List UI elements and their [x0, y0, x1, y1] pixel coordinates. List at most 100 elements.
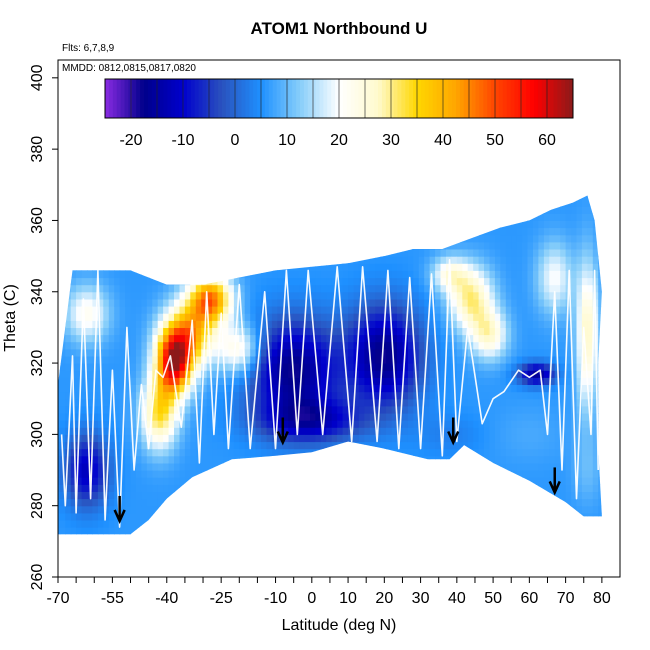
heatmap-cell [429, 405, 436, 414]
heatmap-cell [543, 227, 550, 236]
heatmap-cell [233, 527, 240, 535]
heatmap-cell [522, 413, 529, 421]
heatmap-cell [174, 455, 180, 464]
heatmap-cell [58, 477, 61, 485]
heatmap-cell [146, 298, 153, 307]
heatmap-cell [522, 384, 529, 393]
heatmap-cell [364, 206, 371, 214]
heatmap-cell [353, 256, 360, 264]
heatmap-cell [364, 498, 371, 507]
heatmap-cell [97, 520, 104, 528]
heatmap-cell [565, 249, 572, 257]
heatmap-cell [522, 391, 529, 400]
heatmap-cell [223, 434, 229, 443]
heatmap-cell [190, 249, 197, 257]
heatmap-cell [157, 413, 164, 421]
heatmap-cell [146, 505, 153, 514]
heatmap-cell [174, 427, 180, 435]
heatmap-cell [293, 320, 300, 328]
heatmap-cell [386, 241, 393, 250]
heatmap-cell [407, 277, 414, 286]
heatmap-cell [397, 195, 403, 200]
heatmap-cell [511, 185, 517, 193]
heatmap-cell [157, 249, 164, 257]
heatmap-cell [212, 512, 219, 521]
heatmap-cell [97, 234, 104, 243]
heatmap-cell [413, 249, 420, 257]
heatmap-cell [533, 249, 539, 257]
heatmap-cell [565, 470, 572, 478]
heatmap-cell [375, 313, 382, 321]
heatmap-cell [418, 341, 425, 350]
heatmap-cell [299, 213, 306, 221]
heatmap-cell [212, 498, 219, 507]
heatmap-cell [451, 341, 458, 350]
heatmap-cell [587, 234, 594, 243]
heatmap-cell [174, 512, 180, 521]
heatmap-cell [587, 405, 594, 414]
heatmap-cell [184, 370, 191, 378]
heatmap-cell [435, 405, 442, 414]
heatmap-cell [462, 370, 469, 378]
heatmap-cell [391, 284, 398, 293]
heatmap-cell [386, 398, 393, 407]
heatmap-cell [282, 448, 289, 457]
heatmap-cell [201, 370, 208, 378]
heatmap-cell [228, 370, 235, 378]
heatmap-cell [271, 420, 278, 428]
heatmap-cell [326, 249, 333, 257]
heatmap-cell [554, 512, 561, 521]
heatmap-cell [130, 370, 137, 378]
heatmap-cell [125, 420, 132, 428]
heatmap-cell [522, 505, 529, 514]
heatmap-cell [380, 298, 387, 307]
heatmap-cell [375, 306, 382, 314]
heatmap-cell [304, 348, 311, 357]
heatmap-cell [174, 220, 180, 229]
heatmap-cell [418, 234, 425, 243]
heatmap-cell [223, 234, 229, 243]
heatmap-cell [407, 249, 414, 257]
heatmap-cell [223, 527, 229, 535]
heatmap-cell [337, 199, 344, 207]
heatmap-cell [201, 195, 208, 200]
heatmap-cell [380, 213, 387, 221]
heatmap-cell [505, 348, 512, 357]
heatmap-cell [538, 491, 545, 500]
heatmap-cell [413, 534, 419, 542]
heatmap-cell [141, 341, 148, 350]
heatmap-cell [282, 256, 289, 264]
heatmap-cell [201, 263, 208, 271]
heatmap-cell [288, 263, 295, 271]
heatmap-cell [103, 241, 110, 250]
heatmap-cell [386, 491, 393, 500]
heatmap-cell [130, 227, 137, 236]
heatmap-cell [380, 505, 387, 514]
heatmap-cell [565, 491, 572, 500]
heatmap-cell [315, 220, 322, 229]
heatmap-cell [315, 405, 322, 414]
heatmap-cell [130, 256, 137, 264]
heatmap-cell [484, 185, 490, 193]
heatmap-cell [59, 505, 66, 514]
heatmap-cell [304, 413, 311, 421]
heatmap-cell [157, 306, 164, 314]
heatmap-cell [587, 320, 594, 328]
heatmap-cell [168, 413, 175, 421]
heatmap-cell [380, 462, 387, 471]
heatmap-cell [500, 405, 507, 414]
heatmap-cell [576, 284, 583, 293]
heatmap-cell [266, 199, 273, 207]
heatmap-cell [320, 498, 327, 507]
heatmap-cell [76, 199, 83, 207]
heatmap-cell [571, 313, 578, 321]
heatmap-cell [157, 484, 164, 492]
heatmap-cell [527, 484, 534, 492]
heatmap-cell [375, 298, 382, 307]
heatmap-cell [386, 263, 393, 271]
heatmap-cell [467, 455, 474, 464]
heatmap-cell [261, 413, 267, 421]
heatmap-cell [108, 298, 115, 307]
heatmap-cell [299, 249, 306, 257]
heatmap-cell [592, 413, 599, 421]
